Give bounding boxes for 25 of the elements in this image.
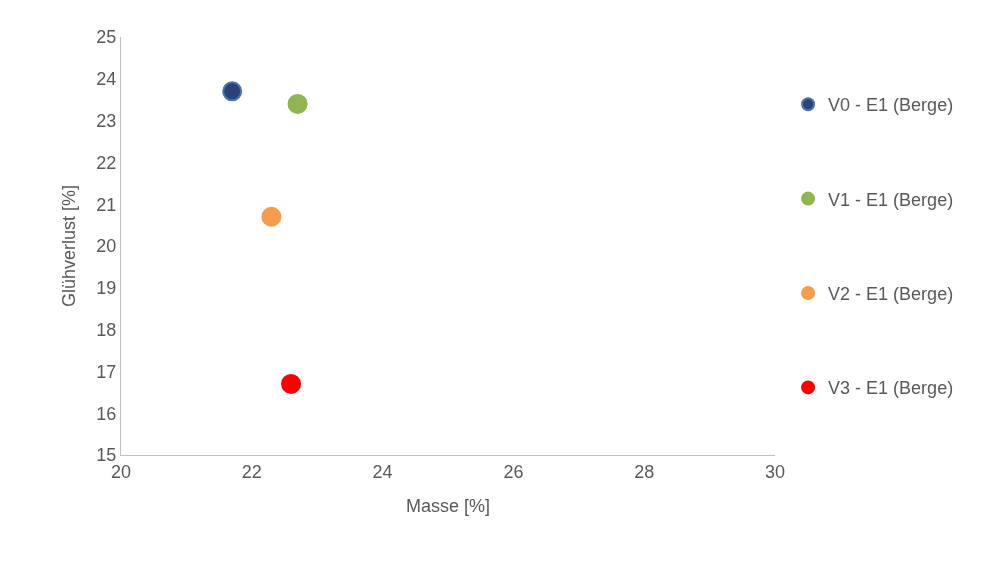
y-tick-label: 23 <box>96 110 117 131</box>
point <box>287 93 308 114</box>
y-tick-label: 16 <box>96 403 117 424</box>
y-tick-label: 17 <box>96 361 117 382</box>
y-tick-label: 22 <box>96 152 117 173</box>
legend-label: V3 - E1 (Berge) <box>828 378 954 399</box>
y-tick-label: 19 <box>96 278 117 299</box>
y-tick-label: 21 <box>96 194 117 215</box>
x-tick-label: 22 <box>241 461 262 482</box>
x-tick-label: 30 <box>764 461 786 482</box>
legend-label: V0 - E1 (Berge) <box>828 95 954 116</box>
y-axis-title: Glühverlust [%] <box>59 184 79 308</box>
x-axis-title: Masse [%] <box>405 495 491 516</box>
point <box>281 373 302 394</box>
legend-label: V2 - E1 (Berge) <box>828 284 954 305</box>
x-tick-label: 26 <box>503 461 524 482</box>
y-tick-label: 18 <box>96 319 117 340</box>
legend-label: V1 - E1 (Berge) <box>828 189 954 210</box>
y-tick-label: 20 <box>96 236 117 257</box>
y-tick-label: 24 <box>96 69 117 90</box>
point <box>222 81 243 102</box>
y-tick-label: 25 <box>96 27 117 48</box>
point <box>261 206 282 227</box>
x-tick-label: 24 <box>372 461 393 482</box>
x-tick-label: 28 <box>634 461 655 482</box>
